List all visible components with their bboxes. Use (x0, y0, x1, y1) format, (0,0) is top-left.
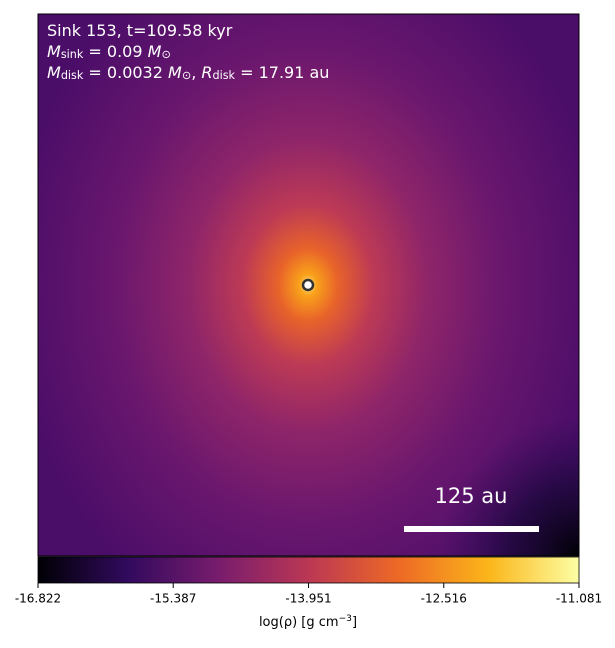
text-segment: , (191, 63, 201, 82)
text-segment: log(ρ) [g cm (259, 615, 339, 630)
text-segment: = 17.91 au (235, 63, 329, 82)
text-segment: disk (212, 69, 235, 82)
sink-marker (301, 278, 315, 292)
text-segment: M (148, 42, 162, 61)
text-segment: sink (61, 48, 84, 61)
text-segment: ⊙ (161, 48, 170, 61)
text-segment: M (47, 42, 61, 61)
colorbar-label: log(ρ) [g cm−3] (259, 614, 357, 629)
colorbar (37, 556, 580, 584)
tick-label: -11.081 (556, 592, 602, 606)
text-segment: = 0.0032 (83, 63, 168, 82)
annotation: Sink 153, t=109.58 kyr (47, 21, 233, 40)
text-segment: M (168, 63, 182, 82)
scale-bar-label: 125 au (435, 484, 508, 508)
text-segment: = 0.09 (83, 42, 147, 61)
text-segment: R (201, 63, 212, 82)
tick-label: -12.516 (421, 592, 467, 606)
text-segment: Sink 153, t=109.58 kyr (47, 21, 233, 40)
tick-label: -15.387 (150, 592, 196, 606)
annotation: Msink = 0.09 M⊙ (47, 42, 171, 61)
plot-frame (37, 13, 580, 557)
text-segment: M (47, 63, 61, 82)
text-segment: ] (352, 615, 357, 630)
annotation: Mdisk = 0.0032 M⊙, Rdisk = 17.91 au (47, 63, 329, 82)
tick-label: -16.822 (15, 592, 61, 606)
text-segment: −3 (339, 614, 353, 624)
text-segment: ⊙ (182, 69, 191, 82)
tick-label: -13.951 (285, 592, 331, 606)
text-segment: disk (61, 69, 84, 82)
scale-bar (404, 526, 539, 532)
